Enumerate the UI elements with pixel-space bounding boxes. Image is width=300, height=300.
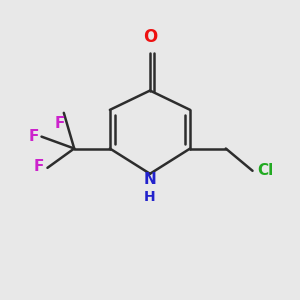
Text: O: O bbox=[143, 28, 157, 46]
Text: N: N bbox=[144, 172, 156, 187]
Text: F: F bbox=[55, 116, 65, 131]
Text: F: F bbox=[34, 159, 44, 174]
Text: H: H bbox=[144, 190, 156, 204]
Text: F: F bbox=[28, 129, 38, 144]
Text: Cl: Cl bbox=[257, 163, 273, 178]
